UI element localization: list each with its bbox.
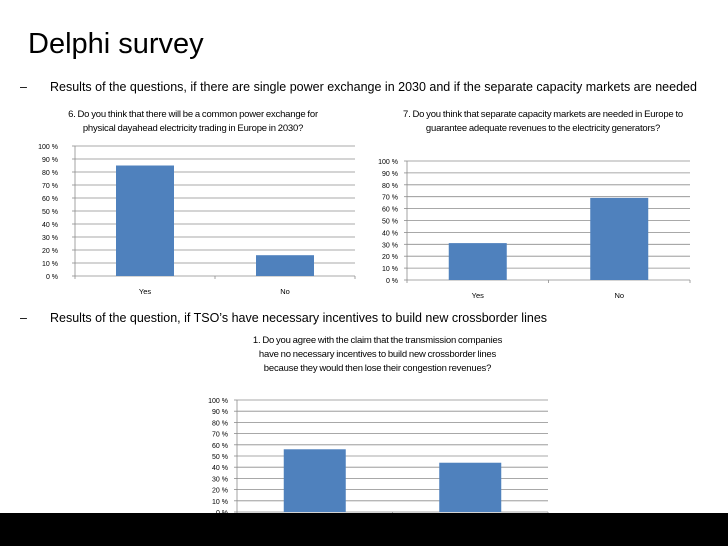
y-tick-label: 20 % [212, 488, 228, 495]
x-tick-label: No [280, 287, 290, 296]
y-tick-label: 70 % [212, 432, 228, 439]
y-tick-label: 100 % [38, 144, 58, 151]
chart-capacity-markets: 7. Do you think that separate capacity m… [368, 104, 708, 304]
y-tick-label: 10 % [212, 499, 228, 506]
y-tick-label: 50 % [382, 219, 398, 226]
y-tick-label: 90 % [212, 409, 228, 416]
y-tick-label: 0 % [46, 274, 58, 281]
bullet-dash: – [20, 80, 27, 94]
y-tick-label: 10 % [42, 261, 58, 268]
y-tick-label: 70 % [382, 195, 398, 202]
y-tick-label: 100 % [208, 398, 228, 405]
y-tick-label: 60 % [42, 196, 58, 203]
x-tick-label: Yes [139, 287, 151, 296]
chart-svg: 0 % 10 % 20 % 30 % 40 % 50 % 60 % 70 % 80 % 90 % 1… [38, 144, 356, 296]
y-tick-label: 50 % [212, 454, 228, 461]
y-tick-label: 60 % [382, 207, 398, 214]
chart-title: 7. Do you think that separate capacity m… [403, 109, 683, 134]
bar-no [439, 462, 502, 512]
y-tick-label: 40 % [212, 465, 228, 472]
y-tick-label: 100 % [378, 159, 398, 166]
chart-title: 6. Do you think that there will be a com… [68, 109, 318, 134]
bottom-bar [0, 513, 728, 546]
chart-tso-incentives: 1. Do you agree with the claim that the … [195, 330, 565, 530]
chart-svg: 0 % 10 % 20 % 30 % 40 % 50 % 60 % 70 % 80 % 90 % 1… [378, 159, 691, 300]
y-tick-label: 30 % [212, 476, 228, 483]
y-tick-label: 10 % [382, 266, 398, 273]
bar-no [590, 197, 649, 280]
y-tick-label: 80 % [42, 170, 58, 177]
y-tick-label: 30 % [42, 235, 58, 242]
y-tick-label: 30 % [382, 242, 398, 249]
slide-title: Delphi survey [28, 28, 204, 60]
y-tick-label: 40 % [382, 230, 398, 237]
y-tick-label: 40 % [42, 222, 58, 229]
bar-yes [283, 449, 346, 512]
y-tick-label: 70 % [42, 183, 58, 190]
bullet-dash: – [20, 311, 27, 325]
y-tick-label: 20 % [42, 248, 58, 255]
x-tick-label: No [614, 291, 624, 300]
chart-svg: 0 %10 %20 %30 %40 %50 %60 %70 %80 %90 %1… [208, 398, 549, 530]
y-tick-label: 20 % [382, 254, 398, 261]
bar-no [256, 255, 314, 276]
x-tick-label: Yes [472, 291, 484, 300]
y-tick-label: 80 % [212, 420, 228, 427]
bullet-1-text: Results of the questions, if there are s… [50, 80, 697, 94]
y-tick-label: 50 % [42, 209, 58, 216]
chart-title: 1. Do you agree with the claim that the … [252, 335, 503, 374]
bar-yes [448, 243, 507, 280]
bar-yes [116, 165, 174, 276]
y-tick-label: 0 % [386, 278, 398, 285]
y-tick-label: 90 % [382, 171, 398, 178]
bullet-2-text: Results of the question, if TSO’s have n… [50, 311, 548, 325]
chart-common-power-exchange: 6. Do you think that there will be a com… [18, 104, 358, 304]
y-tick-label: 80 % [382, 183, 398, 190]
y-tick-label: 90 % [42, 157, 58, 164]
y-tick-label: 60 % [212, 443, 228, 450]
